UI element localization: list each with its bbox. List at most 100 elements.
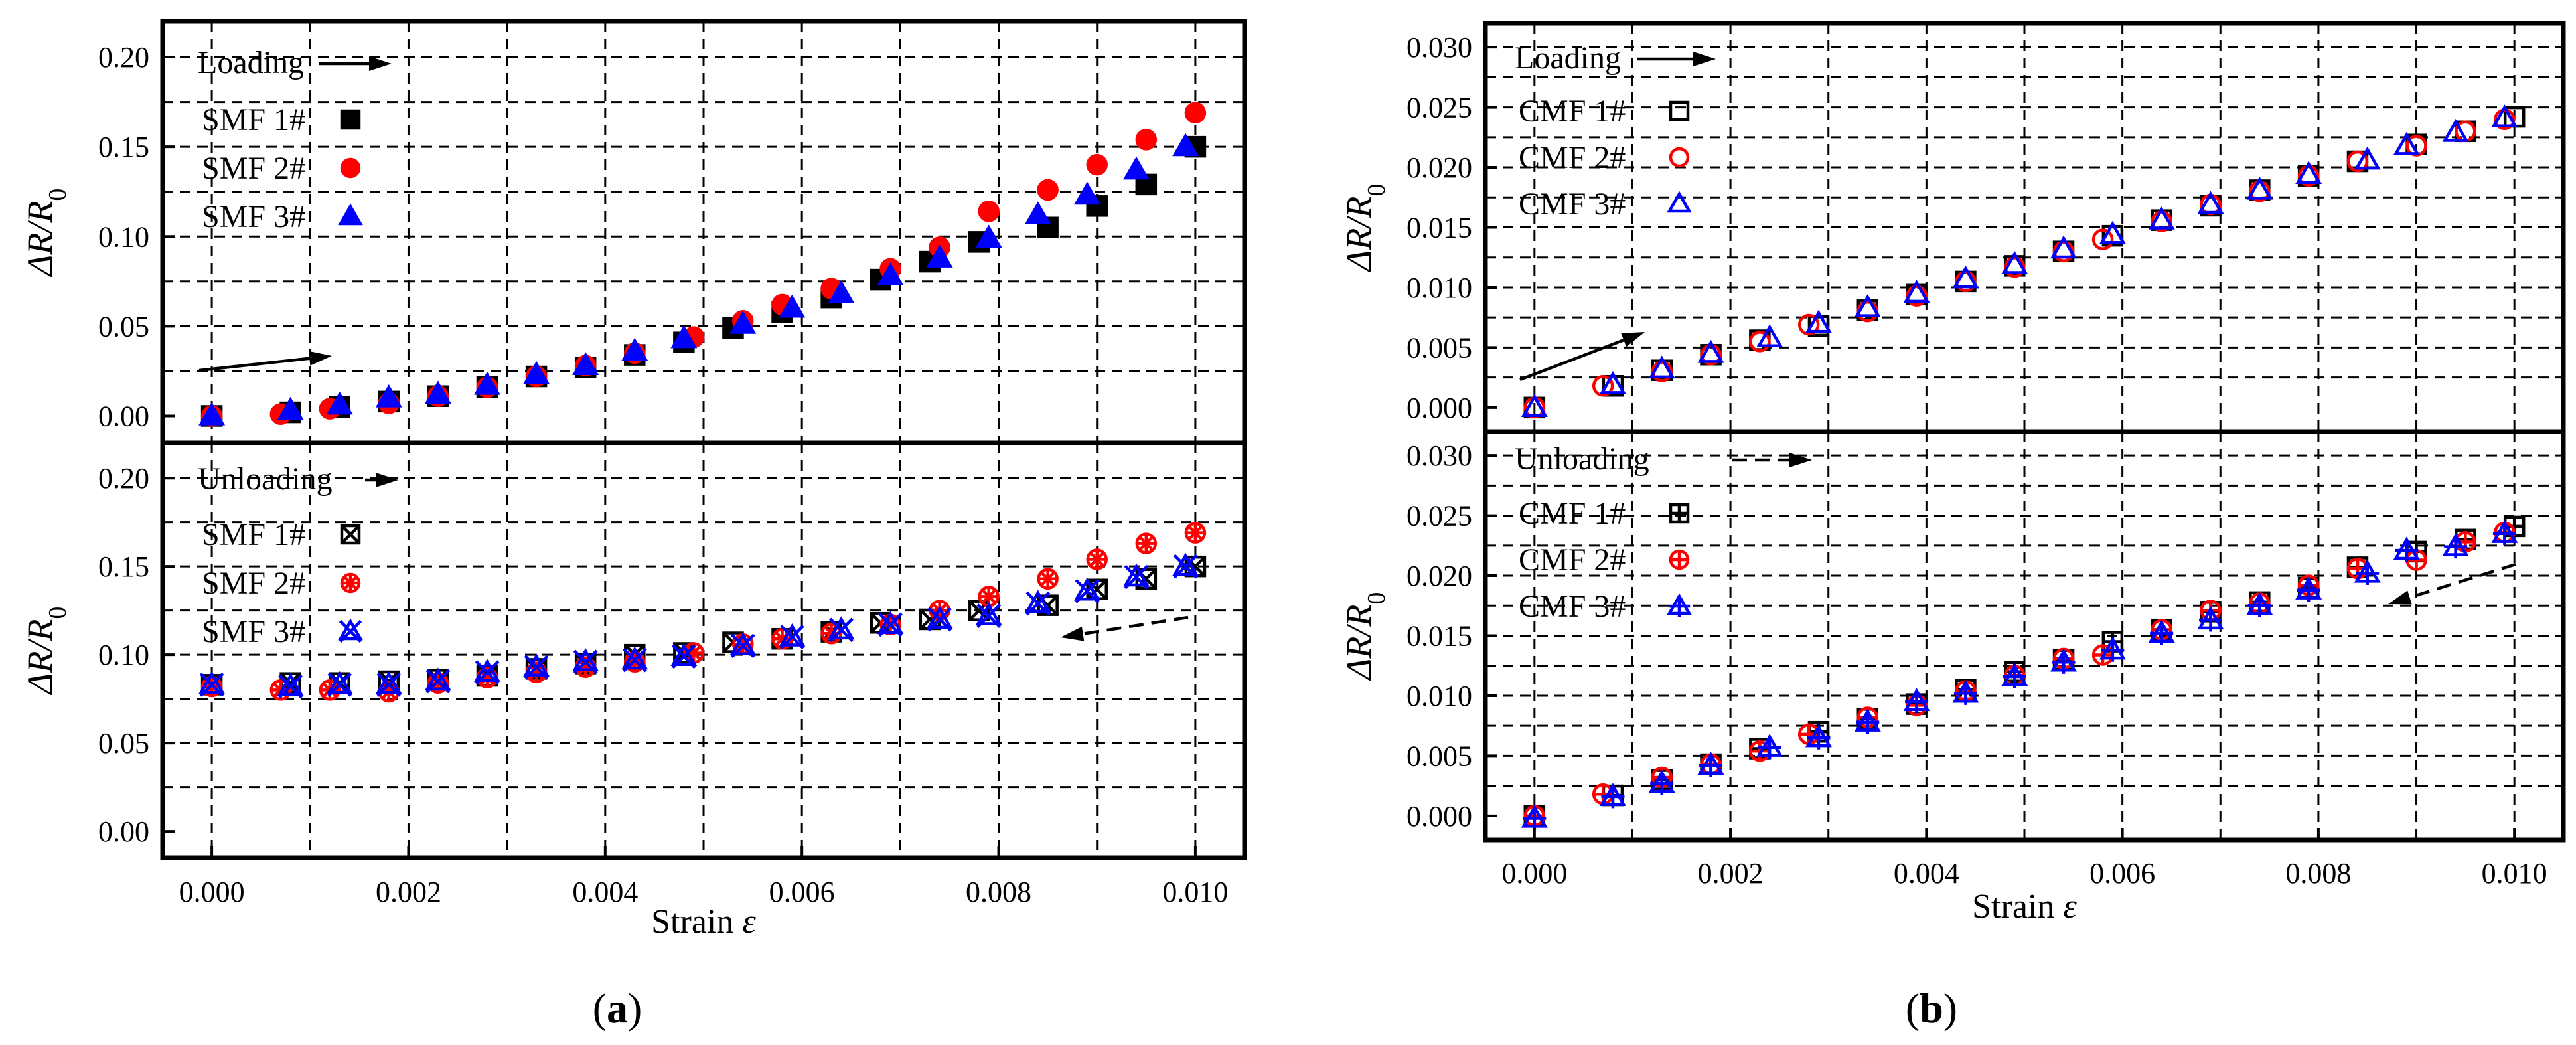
- y-axis-label: ΔR/R0: [1339, 592, 1391, 681]
- data-point: [1184, 102, 1207, 124]
- panel-b-loading-subplot: 0.000 0.005 0.010 0.015 0.020 0.025 0.030 ΔR/R0…: [1339, 21, 2566, 434]
- y-tick-label: 0.030: [1406, 440, 1472, 472]
- x-axis-label: Strain ε: [1972, 888, 2077, 925]
- data-point-shape: [828, 616, 855, 640]
- data-point-shape: [1906, 285, 1928, 307]
- data-point: [1697, 339, 1724, 363]
- data-point-x2: [475, 660, 500, 685]
- trend-arrow-shaft: [1519, 339, 1625, 382]
- data-point: [1854, 708, 1881, 734]
- trend-arrow-head: [309, 351, 332, 366]
- data-point-x2: [779, 625, 804, 649]
- data-point-shape: [2148, 206, 2175, 230]
- data-point: [729, 311, 757, 334]
- data-point-shape: [1123, 156, 1150, 180]
- data-point-shape: [1592, 375, 1614, 397]
- data-point: [424, 380, 451, 404]
- data-point: [926, 244, 953, 268]
- data-point-shape: [2050, 235, 2078, 259]
- data-point: [523, 361, 550, 384]
- data-point-shape: [2052, 240, 2075, 262]
- data-point: [2197, 191, 2224, 214]
- legend-entry-label: SMF 1#: [202, 517, 305, 552]
- data-point: [1184, 522, 1207, 544]
- caption-paren: ): [628, 985, 642, 1032]
- panel-a-unloading-legend: Unloading SMF 1# SMF 2# SMF 3#: [198, 461, 398, 649]
- data-point-shape: [2442, 118, 2469, 142]
- caption-letter: b: [1920, 985, 1943, 1032]
- trend-arrow-head: [2388, 590, 2412, 605]
- data-point: [1906, 285, 1928, 307]
- y-tick-label: 0.05: [98, 727, 149, 760]
- data-point-x2: [524, 655, 549, 680]
- x-tick-label: 0.006: [2089, 857, 2155, 890]
- data-point-shape: [729, 311, 757, 334]
- y-axis-label: ΔR/R0: [20, 189, 72, 278]
- data-point-shape: [424, 667, 451, 691]
- data-point-shape: [375, 671, 402, 694]
- data-point-x2: [1075, 579, 1100, 603]
- data-point: [1599, 370, 1626, 394]
- data-point: [1037, 568, 1059, 590]
- panel-caption: (b): [1906, 985, 1957, 1032]
- data-point: [2052, 240, 2075, 262]
- x-tick-label: 0.000: [1501, 857, 1567, 890]
- panel-b-x-axis: 0.000 0.002 0.004 0.006 0.008 0.010 Strain ε: [1501, 828, 2547, 925]
- trend-arrow: [1061, 615, 1189, 641]
- legend-title-arrow: [365, 473, 398, 487]
- data-point-shape: [828, 280, 855, 303]
- data-point-shape: [198, 402, 226, 426]
- data-point: [1086, 548, 1108, 570]
- data-point-x2: [573, 649, 598, 675]
- data-point: [1952, 265, 1979, 289]
- data-point: [670, 643, 698, 669]
- panel-a-loading-grid: [163, 21, 1245, 443]
- data-point-shape: [621, 337, 648, 361]
- data-point-shape: [1648, 355, 1675, 379]
- panel-b-loading-grid: [1485, 23, 2563, 432]
- y-axis-label-sub: 0: [1363, 184, 1391, 197]
- legend-title-arrow: [319, 56, 392, 71]
- data-point: [474, 371, 500, 395]
- legend-title-arrow: [1732, 453, 1812, 467]
- data-point-shape: [474, 371, 500, 395]
- data-point: [2295, 161, 2322, 185]
- data-point-shape: [779, 623, 806, 647]
- data-point: [2091, 228, 2114, 250]
- data-point: [1651, 361, 1673, 382]
- data-point: [2001, 663, 2028, 688]
- data-point-shape: [523, 361, 550, 384]
- legend-entry-marker-shape: [340, 109, 361, 130]
- legend-title-arrow-head: [369, 56, 392, 71]
- x-axis-label: Strain ε: [651, 903, 756, 941]
- data-point-shape: [523, 653, 550, 677]
- y-axis-label-sub: 0: [44, 607, 72, 619]
- y-axis-label-main: ΔR/R: [20, 201, 60, 278]
- data-point-shape: [1024, 590, 1051, 613]
- data-point-x2: [1185, 556, 1206, 577]
- data-point-shape: [2091, 228, 2114, 250]
- data-point: [1797, 313, 1820, 336]
- y-tick-label: 0.000: [1406, 392, 1472, 424]
- data-point: [1955, 270, 1977, 293]
- data-point-shape: [2003, 256, 2026, 278]
- y-tick-label: 0.000: [1406, 800, 1472, 833]
- data-point-shape: [670, 643, 698, 666]
- legend-title-arrow: [1637, 52, 1716, 66]
- y-tick-label: 0.15: [98, 131, 149, 163]
- trend-arrow: [198, 351, 332, 372]
- data-point: [474, 659, 500, 685]
- y-tick-label: 0.15: [98, 550, 149, 583]
- data-point: [326, 391, 353, 415]
- data-point-shape: [926, 244, 953, 268]
- data-point-shape: [1955, 270, 1977, 293]
- data-point-shape: [572, 352, 599, 375]
- legend-entry-marker: [1669, 549, 1690, 570]
- legend-entry-marker: [338, 203, 363, 226]
- data-point: [1749, 331, 1771, 353]
- data-point: [975, 602, 1002, 629]
- data-point: [1952, 679, 1979, 705]
- trend-arrow-shaft: [2409, 562, 2516, 600]
- legend-title: Unloading: [198, 461, 333, 497]
